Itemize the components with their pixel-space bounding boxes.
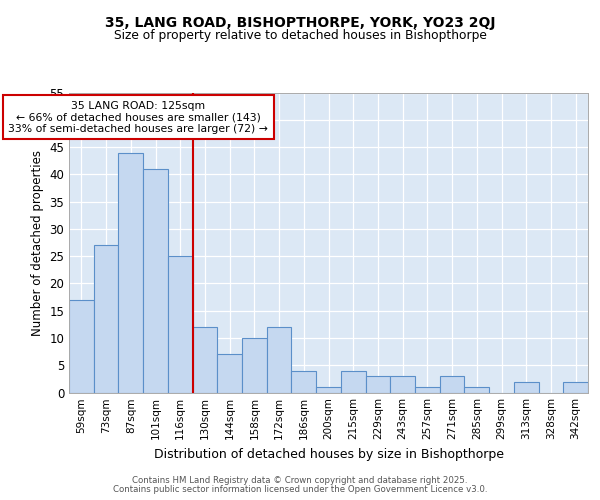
Bar [563, 382, 588, 392]
Text: 35, LANG ROAD, BISHOPTHORPE, YORK, YO23 2QJ: 35, LANG ROAD, BISHOPTHORPE, YORK, YO23 … [105, 16, 495, 30]
Bar [118, 152, 143, 392]
X-axis label: Distribution of detached houses by size in Bishopthorpe: Distribution of detached houses by size … [154, 448, 503, 461]
Bar [267, 327, 292, 392]
Bar [193, 327, 217, 392]
Bar [168, 256, 193, 392]
Bar [514, 382, 539, 392]
Bar [316, 387, 341, 392]
Text: Contains HM Land Registry data © Crown copyright and database right 2025.: Contains HM Land Registry data © Crown c… [132, 476, 468, 485]
Bar [415, 387, 440, 392]
Bar [464, 387, 489, 392]
Text: 35 LANG ROAD: 125sqm
← 66% of detached houses are smaller (143)
33% of semi-deta: 35 LANG ROAD: 125sqm ← 66% of detached h… [8, 100, 268, 134]
Bar [217, 354, 242, 393]
Text: Size of property relative to detached houses in Bishopthorpe: Size of property relative to detached ho… [113, 30, 487, 43]
Bar [440, 376, 464, 392]
Bar [69, 300, 94, 392]
Text: Contains public sector information licensed under the Open Government Licence v3: Contains public sector information licen… [113, 485, 487, 494]
Bar [365, 376, 390, 392]
Y-axis label: Number of detached properties: Number of detached properties [31, 150, 44, 336]
Bar [341, 370, 365, 392]
Bar [94, 245, 118, 392]
Bar [242, 338, 267, 392]
Bar [143, 169, 168, 392]
Bar [292, 370, 316, 392]
Bar [390, 376, 415, 392]
